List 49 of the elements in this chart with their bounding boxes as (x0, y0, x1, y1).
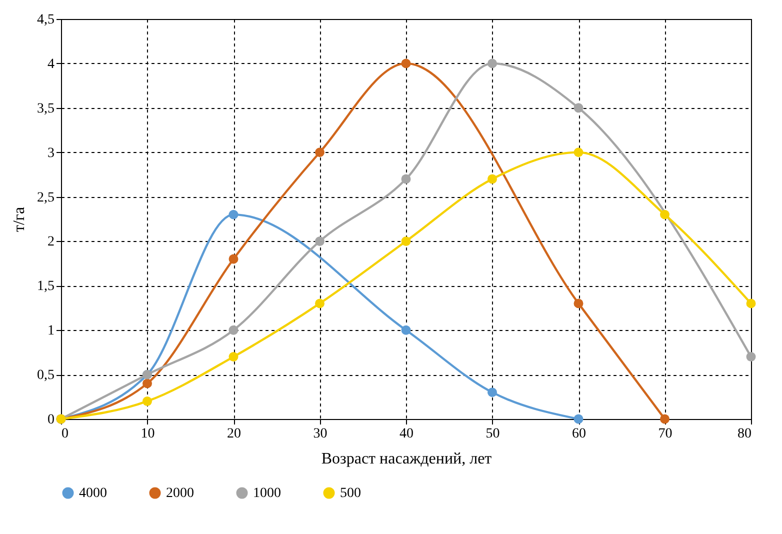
point (142, 396, 152, 406)
point (228, 325, 238, 335)
legend-label: 2000 (166, 486, 194, 501)
point (574, 103, 584, 113)
y-tick-label: 2,5 (37, 190, 54, 206)
point (228, 254, 238, 264)
point (315, 148, 324, 158)
y-tick-label: 4 (48, 56, 54, 72)
y-tick-label: 4,5 (37, 12, 54, 28)
point (746, 352, 756, 362)
point (488, 388, 497, 398)
point (142, 378, 152, 388)
y-axis-title: т/га (11, 206, 28, 232)
point (488, 174, 497, 184)
y-tick-label: 2 (48, 234, 54, 250)
x-tick-label: 50 (486, 426, 500, 442)
point (228, 352, 238, 362)
point (315, 236, 324, 246)
point (401, 58, 411, 68)
point (660, 210, 670, 220)
y-tick-label: 1,5 (37, 279, 54, 294)
x-tick-label: 20 (227, 426, 241, 442)
point (660, 414, 670, 424)
y-tick-label: 3 (48, 146, 54, 161)
legend-label: 500 (340, 486, 361, 501)
point (228, 210, 238, 220)
y-tick-label: 3,5 (37, 101, 54, 116)
x-tick-label: 40 (400, 426, 414, 442)
point (401, 236, 411, 246)
x-axis-title: Возраст насаждений, лет (321, 450, 492, 468)
y-tick-label: 1 (48, 324, 54, 339)
x-tick-label: 70 (658, 426, 672, 442)
point (488, 58, 497, 68)
point (746, 298, 756, 308)
point (574, 298, 584, 308)
legend-label: 4000 (79, 486, 107, 501)
x-tick-label: 30 (313, 426, 328, 442)
point (401, 174, 411, 184)
x-tick-label: 10 (140, 426, 155, 442)
x-tick-label: 80 (738, 426, 752, 442)
point (401, 325, 411, 335)
y-tick-label: 0 (48, 412, 54, 428)
point (574, 148, 584, 158)
point (574, 414, 584, 424)
y-tick-label: 0,5 (37, 368, 54, 384)
legend-label: 1000 (253, 486, 281, 501)
x-tick-label: 0 (62, 426, 68, 442)
point (315, 298, 324, 308)
x-tick-label: 60 (572, 426, 586, 442)
